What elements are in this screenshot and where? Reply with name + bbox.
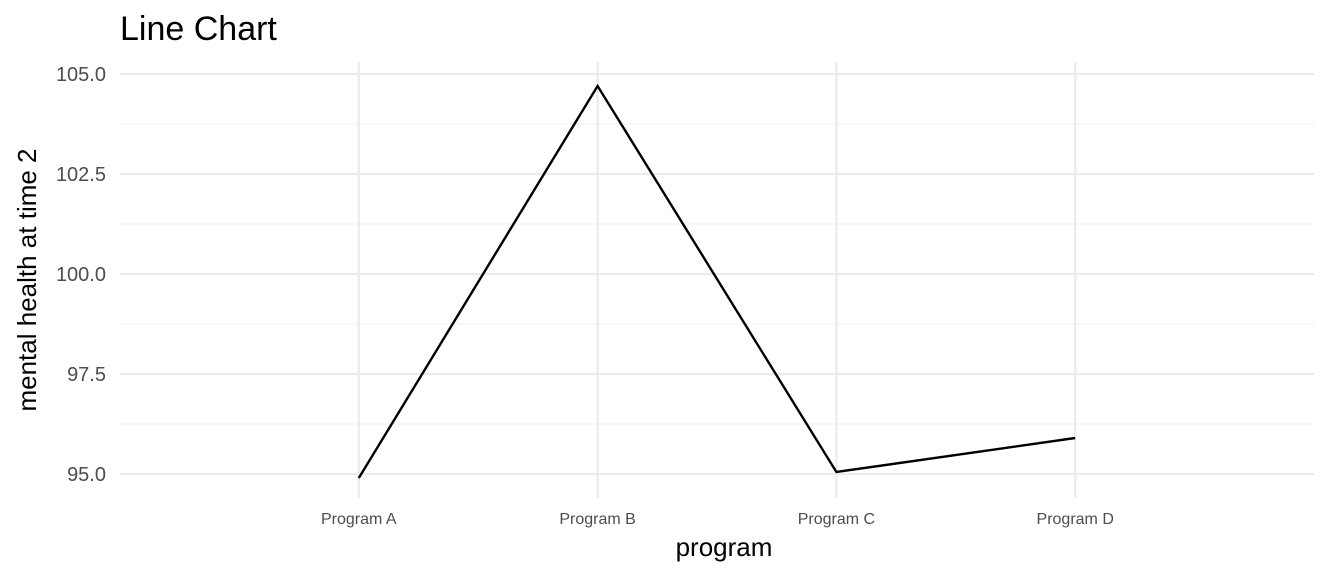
x-axis-title: program [676, 532, 773, 562]
x-tick-label: Program B [559, 511, 635, 528]
x-tick-label: Program A [321, 511, 397, 528]
y-tick-label: 100.0 [56, 264, 106, 286]
x-tick-label: Program D [1037, 511, 1114, 528]
y-tick-label: 102.5 [56, 164, 106, 186]
series [357, 83, 1076, 479]
grid [120, 62, 1314, 498]
y-tick-label: 105.0 [56, 64, 106, 86]
chart-title: Line Chart [120, 10, 277, 48]
y-tick-label: 95.0 [67, 464, 106, 486]
y-tick-label: 97.5 [67, 364, 106, 386]
y-axis-ticks: 95.0 97.5 100.0 102.5 105.0 [56, 64, 106, 486]
x-tick-label: Program C [798, 511, 875, 528]
x-axis-ticks: Program A Program B Program C Program D [321, 511, 1114, 528]
y-axis-title: mental health at time 2 [12, 148, 42, 411]
series-line [357, 83, 1076, 479]
